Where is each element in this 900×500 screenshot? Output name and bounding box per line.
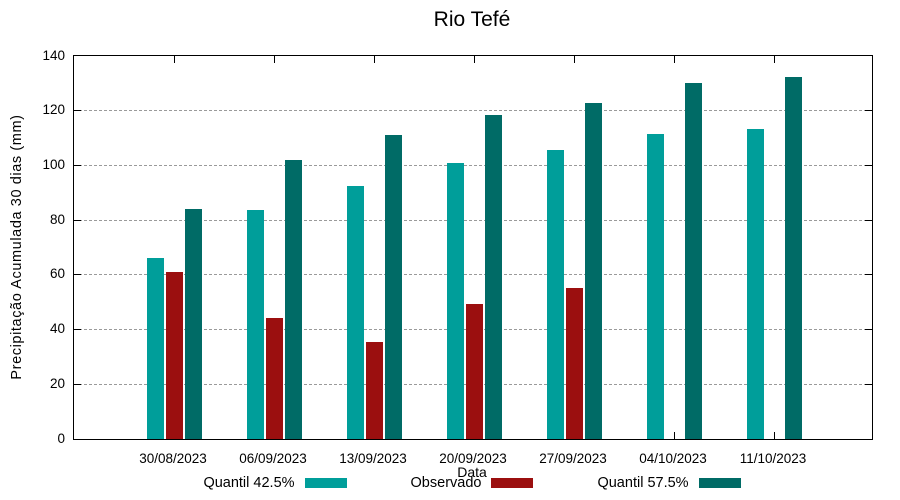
legend-swatch: [304, 478, 347, 488]
legend-item-quantil-57-5: Quantil 57.5%: [597, 475, 741, 491]
bar-observado-27-09-2023: [565, 287, 583, 439]
y-tick-mark: [865, 164, 872, 166]
y-tick-label: 120: [42, 102, 65, 118]
x-tick-mark-top: [473, 56, 475, 63]
legend: Quantil 42.5% Observado Quantil 57.5%: [73, 475, 871, 491]
x-tick-mark-top: [373, 56, 375, 63]
legend-swatch: [491, 478, 534, 488]
legend-swatch: [698, 478, 741, 488]
bar-observado-30-08-2023: [165, 271, 183, 439]
y-tick-mark: [74, 329, 81, 331]
y-tick-label: 60: [49, 266, 65, 282]
bar-quantil-57-5-04-10-2023: [684, 82, 702, 439]
bar-quantil-42-5-20-09-2023: [446, 162, 464, 439]
x-tick-mark-bottom: [673, 432, 675, 439]
y-tick-mark: [865, 383, 872, 385]
bar-quantil-57-5-27-09-2023: [584, 102, 602, 439]
x-tick-label: 20/09/2023: [439, 451, 507, 466]
bar-quantil-42-5-11-10-2023: [746, 128, 764, 439]
x-tick-label: 27/09/2023: [539, 451, 607, 466]
legend-item-observado: Observado: [411, 475, 534, 491]
x-tick-label: 30/08/2023: [139, 451, 207, 466]
y-tick-mark: [74, 274, 81, 276]
x-tick-mark-top: [573, 56, 575, 63]
x-axis-label: Data: [457, 464, 487, 480]
y-tick-mark: [865, 274, 872, 276]
bar-observado-20-09-2023: [465, 303, 483, 439]
bar-quantil-57-5-06-09-2023: [284, 159, 302, 439]
gridline: [74, 219, 872, 221]
y-tick-mark: [74, 219, 81, 221]
y-tick-label: 0: [57, 430, 65, 446]
bar-observado-06-09-2023: [265, 317, 283, 439]
y-tick-label: 20: [49, 375, 65, 391]
x-tick-mark-bottom: [773, 432, 775, 439]
x-tick-mark-top: [673, 56, 675, 63]
legend-label: Quantil 42.5%: [203, 475, 295, 491]
bar-quantil-42-5-06-09-2023: [246, 210, 264, 439]
bar-quantil-42-5-04-10-2023: [646, 134, 664, 439]
x-tick-mark-top: [273, 56, 275, 63]
gridline: [74, 110, 872, 112]
legend-item-quantil-42-5: Quantil 42.5%: [203, 475, 347, 491]
y-tick-label: 80: [49, 211, 65, 227]
y-tick-label: 100: [42, 156, 65, 172]
legend-label: Observado: [410, 475, 482, 491]
gridline: [74, 164, 872, 166]
x-tick-mark-top: [173, 56, 175, 63]
plot-area: [73, 55, 873, 440]
bar-quantil-42-5-13-09-2023: [346, 185, 364, 439]
y-axis-label: Precipitação Acumulada 30 dias (mm): [9, 114, 25, 380]
bar-quantil-42-5-27-09-2023: [546, 149, 564, 439]
y-tick-label: 140: [42, 47, 65, 63]
legend-label: Quantil 57.5%: [597, 475, 689, 491]
y-tick-label: 40: [49, 321, 65, 337]
x-tick-mark-top: [773, 56, 775, 63]
bar-quantil-57-5-20-09-2023: [484, 114, 502, 439]
bar-quantil-57-5-30-08-2023: [184, 209, 202, 439]
chart-title: Rio Tefé: [433, 8, 511, 31]
y-tick-mark: [865, 329, 872, 331]
x-tick-label: 11/10/2023: [739, 451, 807, 466]
y-tick-mark: [74, 110, 81, 112]
y-tick-mark: [74, 383, 81, 385]
bar-observado-13-09-2023: [365, 341, 383, 439]
gridline: [74, 274, 872, 276]
bar-quantil-42-5-30-08-2023: [146, 257, 164, 439]
y-tick-mark: [865, 110, 872, 112]
x-tick-label: 06/09/2023: [239, 451, 307, 466]
x-tick-label: 13/09/2023: [339, 451, 407, 466]
x-tick-label: 04/10/2023: [639, 451, 707, 466]
y-tick-mark: [74, 164, 81, 166]
bar-quantil-57-5-13-09-2023: [384, 134, 402, 439]
bar-quantil-57-5-11-10-2023: [784, 76, 802, 439]
y-tick-mark: [865, 219, 872, 221]
